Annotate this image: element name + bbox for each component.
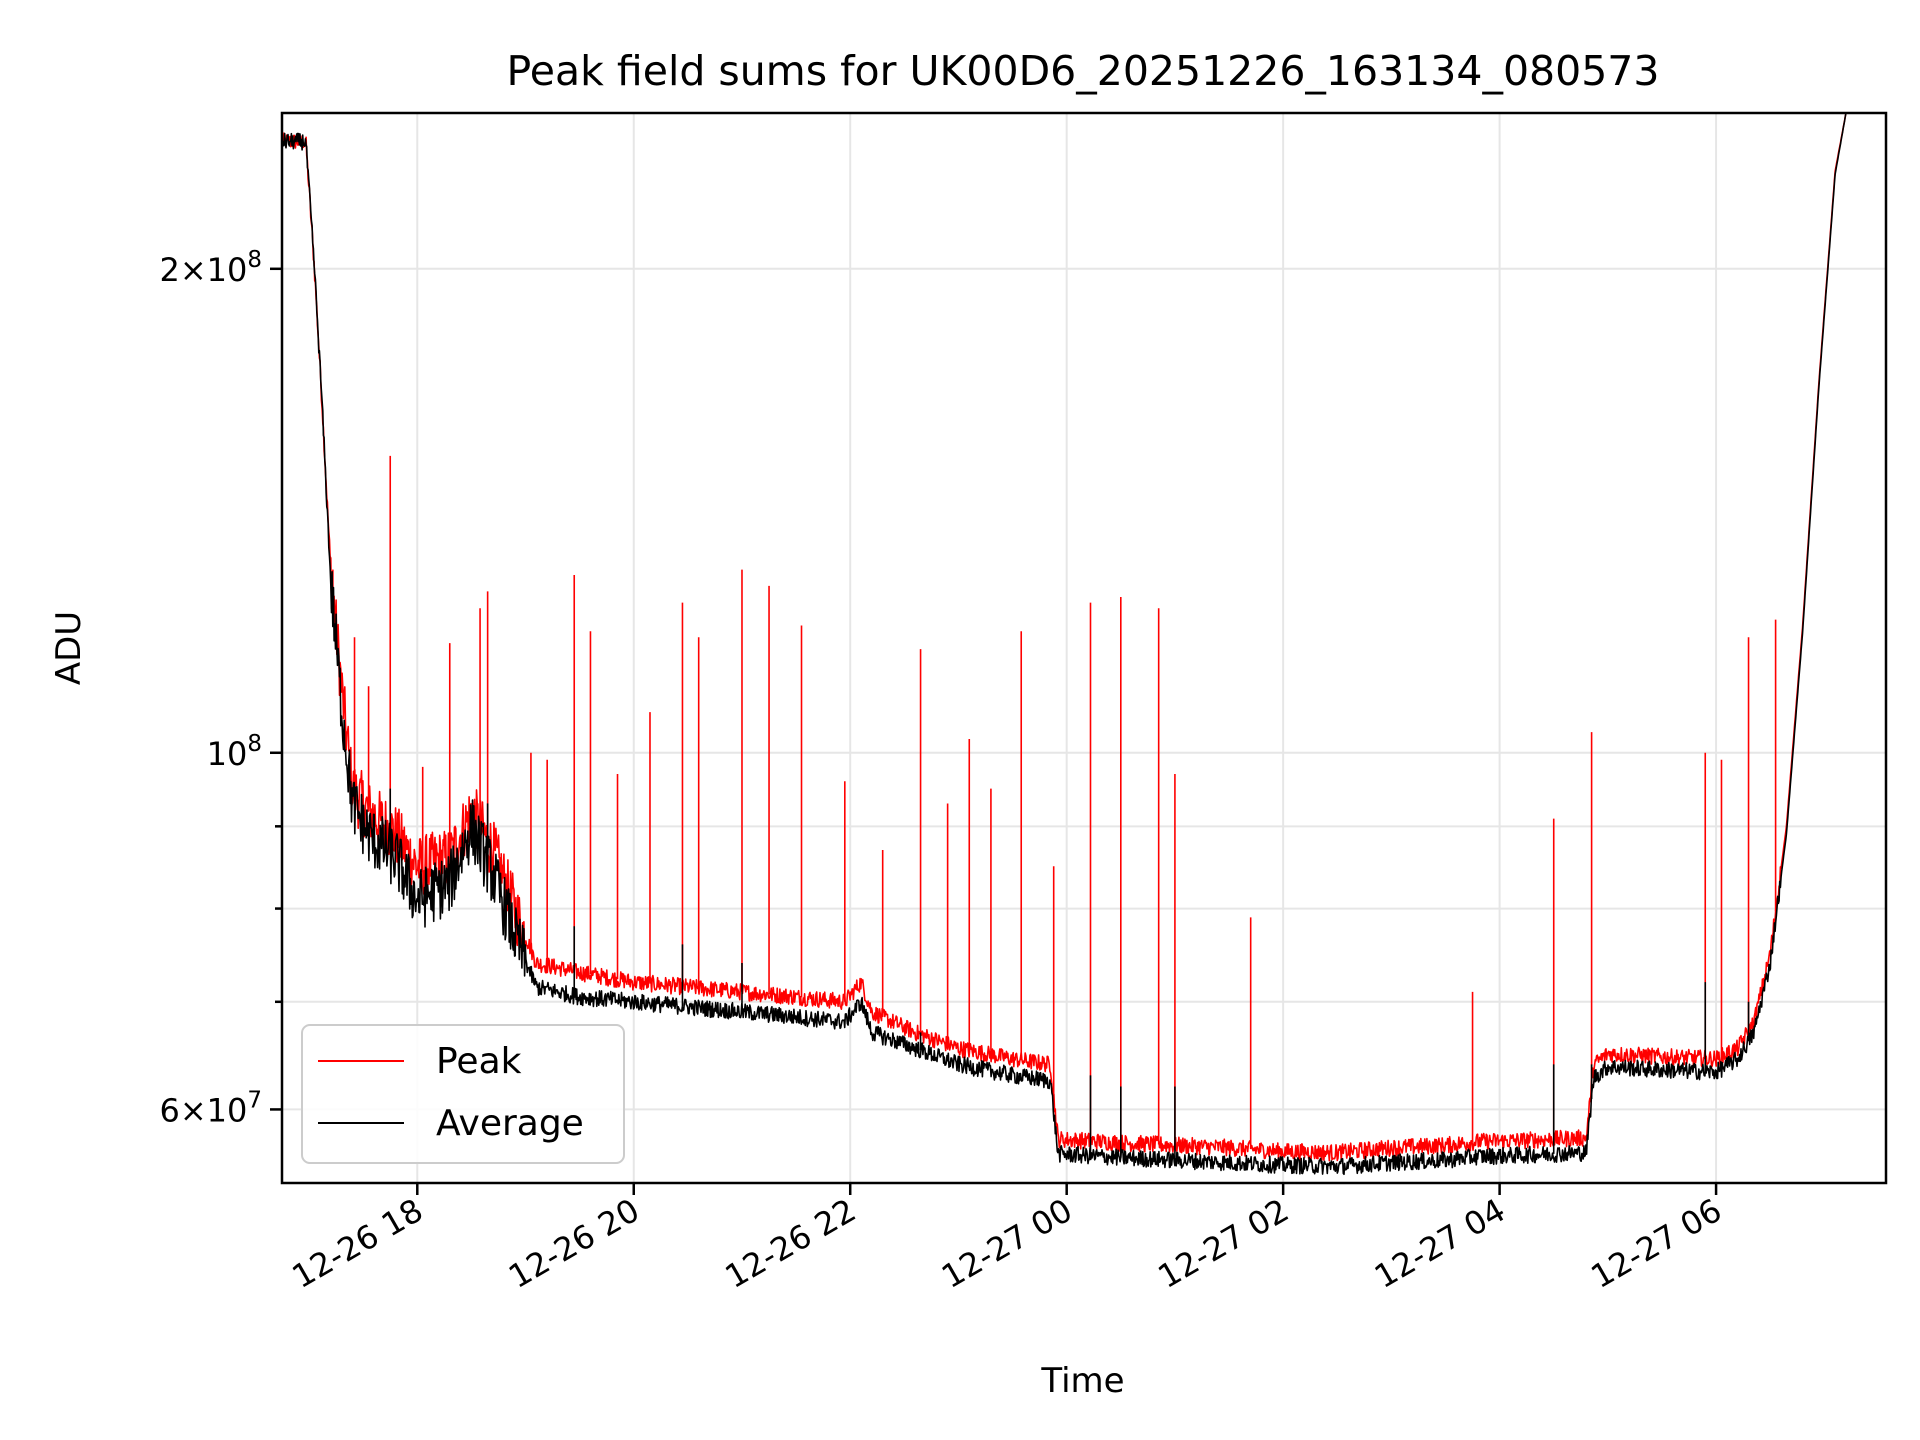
series-peak: [282, 113, 1886, 1162]
x-axis: 12-26 18 12-26 20 12-26 22 12-27 00 12-27 02…: [286, 1183, 1728, 1296]
series-line-average: [282, 113, 1886, 1176]
y-tick-label: 108: [207, 731, 262, 773]
legend-box: [301, 1024, 625, 1164]
plot-frame: [280, 111, 1888, 1185]
y-axis-label: ADU: [49, 611, 89, 685]
chart-title: Peak field sums for UK00D6_20251226_1631…: [507, 47, 1660, 95]
legend-label-peak: Peak: [436, 1041, 522, 1082]
grid-layer: [282, 113, 1886, 1183]
x-tick-label: 12-27 00: [935, 1191, 1079, 1296]
y-tick-label: 2×108: [159, 247, 262, 289]
x-tick-label: 12-26 18: [286, 1191, 430, 1296]
x-tick-label: 12-27 04: [1368, 1191, 1512, 1296]
y-tick-label: 6×107: [159, 1087, 262, 1129]
x-tick-label: 12-26 20: [502, 1191, 646, 1296]
x-tick-label: 12-27 02: [1152, 1191, 1296, 1296]
x-tick-label: 12-27 06: [1584, 1191, 1728, 1296]
x-tick-label: 12-26 22: [719, 1191, 863, 1296]
x-axis-label: Time: [1040, 1361, 1124, 1401]
y-axis: 6×107 108 2×108: [159, 247, 282, 1129]
legend-label-average: Average: [436, 1103, 584, 1144]
series-average: [282, 113, 1886, 1176]
series-line-peak: [282, 113, 1886, 1162]
data-layer: [282, 113, 1886, 1176]
legend: Peak Average: [301, 1024, 625, 1164]
